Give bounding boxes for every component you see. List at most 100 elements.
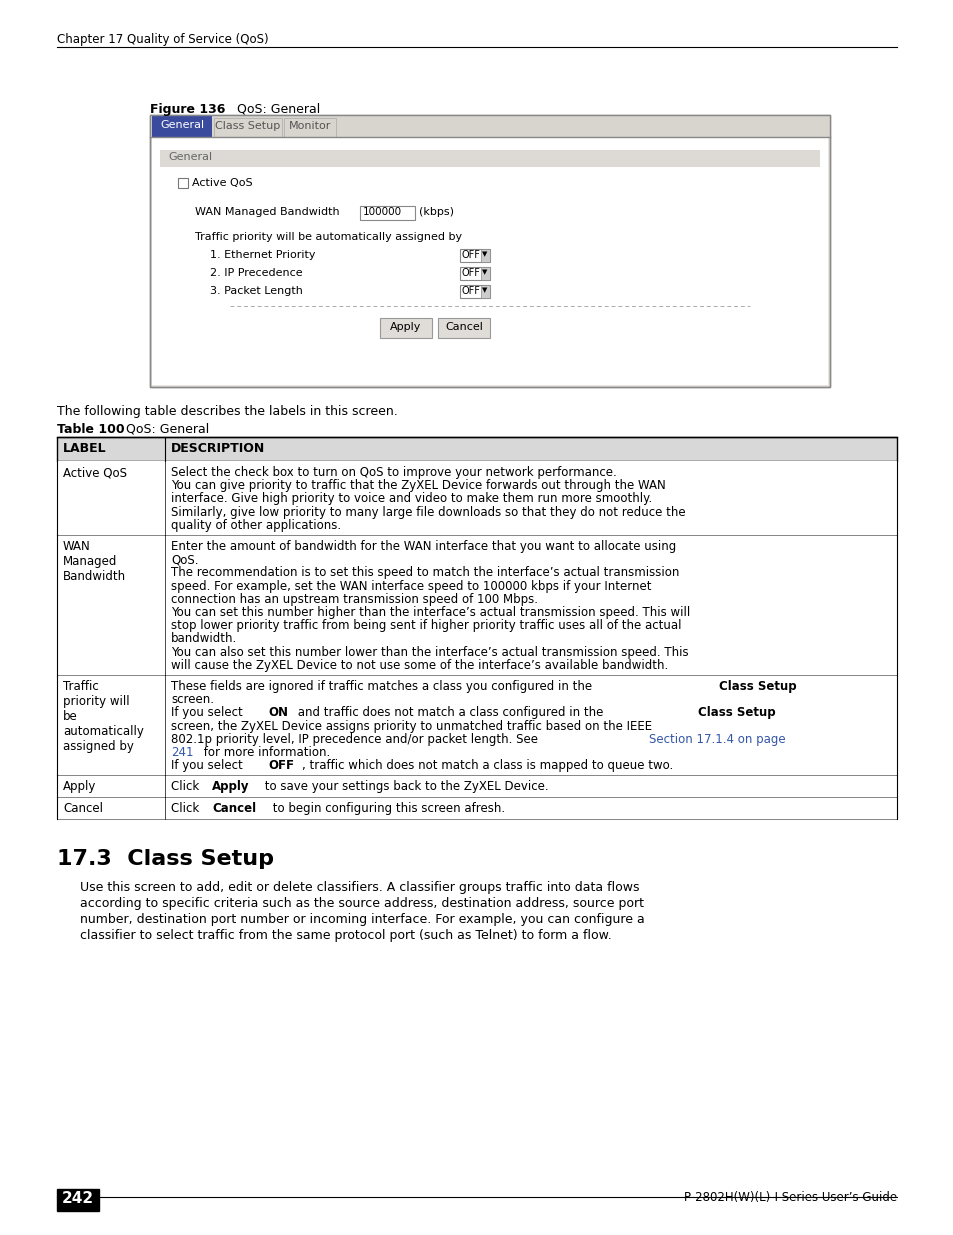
Text: connection has an upstream transmission speed of 100 Mbps.: connection has an upstream transmission …: [171, 593, 537, 606]
Text: Cancel: Cancel: [445, 322, 482, 332]
Text: OFF: OFF: [461, 287, 480, 296]
Bar: [480, 267, 490, 280]
Bar: [284, 119, 335, 137]
Bar: [57, 1189, 99, 1212]
Text: General: General: [168, 152, 212, 162]
Text: Click: Click: [171, 781, 203, 793]
Bar: [359, 206, 415, 220]
Text: Class Setup: Class Setup: [719, 680, 796, 693]
Text: P-2802H(W)(L)-I Series User’s Guide: P-2802H(W)(L)-I Series User’s Guide: [683, 1191, 896, 1204]
Text: Active QoS: Active QoS: [63, 466, 127, 479]
Bar: [152, 116, 212, 137]
Text: ON: ON: [268, 706, 288, 720]
Text: to save your settings back to the ZyXEL Device.: to save your settings back to the ZyXEL …: [260, 781, 548, 793]
Text: 3. Packet Length: 3. Packet Length: [210, 287, 302, 296]
Text: Section 17.1.4 on page: Section 17.1.4 on page: [649, 732, 785, 746]
Text: OFF: OFF: [461, 268, 480, 278]
Bar: [150, 115, 829, 387]
Text: QoS: General: QoS: General: [118, 424, 209, 436]
Text: according to specific criteria such as the source address, destination address, : according to specific criteria such as t…: [80, 898, 643, 910]
Text: Traffic
priority will
be
automatically
assigned by: Traffic priority will be automatically a…: [63, 680, 144, 753]
Text: will cause the ZyXEL Device to not use some of the interface’s available bandwid: will cause the ZyXEL Device to not use s…: [171, 658, 667, 672]
Text: screen, the ZyXEL Device assigns priority to unmatched traffic based on the IEEE: screen, the ZyXEL Device assigns priorit…: [171, 720, 652, 732]
Text: Apply: Apply: [213, 781, 250, 793]
Text: Cancel: Cancel: [213, 803, 256, 815]
Text: ▼: ▼: [481, 251, 487, 257]
Text: Class Setup: Class Setup: [698, 706, 775, 720]
Text: ▼: ▼: [481, 269, 487, 275]
Text: Traffic priority will be automatically assigned by: Traffic priority will be automatically a…: [194, 232, 461, 242]
Text: OFF: OFF: [268, 760, 294, 772]
Bar: [480, 249, 490, 262]
Text: WAN
Managed
Bandwidth: WAN Managed Bandwidth: [63, 540, 126, 583]
Bar: [459, 285, 490, 298]
Text: Active QoS: Active QoS: [192, 178, 253, 188]
Text: Table 100: Table 100: [57, 424, 125, 436]
Text: Enter the amount of bandwidth for the WAN interface that you want to allocate us: Enter the amount of bandwidth for the WA…: [171, 540, 676, 553]
Bar: [57, 437, 896, 461]
Text: General: General: [160, 120, 204, 130]
Text: Figure 136: Figure 136: [150, 103, 225, 116]
Text: 802.1p priority level, IP precedence and/or packet length. See: 802.1p priority level, IP precedence and…: [171, 732, 541, 746]
Text: Cancel: Cancel: [63, 803, 103, 815]
Bar: [57, 676, 896, 776]
Bar: [437, 317, 490, 338]
Text: , traffic which does not match a class is mapped to queue two.: , traffic which does not match a class i…: [302, 760, 673, 772]
Text: ▼: ▼: [481, 287, 487, 293]
Text: Similarly, give low priority to many large file downloads so that they do not re: Similarly, give low priority to many lar…: [171, 505, 685, 519]
Text: DESCRIPTION: DESCRIPTION: [171, 442, 265, 454]
Bar: [57, 461, 896, 535]
Text: 241: 241: [171, 746, 193, 760]
Text: The recommendation is to set this speed to match the interface’s actual transmis: The recommendation is to set this speed …: [171, 567, 679, 579]
Text: bandwidth.: bandwidth.: [171, 632, 237, 646]
Bar: [150, 115, 829, 387]
Text: 242: 242: [62, 1191, 94, 1207]
Text: 1. Ethernet Priority: 1. Ethernet Priority: [210, 249, 315, 261]
Text: You can also set this number lower than the interface’s actual transmission spee: You can also set this number lower than …: [171, 646, 688, 658]
Bar: [178, 178, 188, 188]
Text: Class Setup: Class Setup: [215, 121, 280, 131]
Text: You can set this number higher than the interface’s actual transmission speed. T: You can set this number higher than the …: [171, 606, 690, 619]
Bar: [150, 115, 829, 137]
Text: The following table describes the labels in this screen.: The following table describes the labels…: [57, 405, 397, 417]
Text: 100000: 100000: [363, 207, 402, 217]
Text: classifier to select traffic from the same protocol port (such as Telnet) to for: classifier to select traffic from the sa…: [80, 930, 611, 942]
Bar: [459, 249, 490, 262]
Text: Monitor: Monitor: [289, 121, 331, 131]
Text: If you select: If you select: [171, 706, 246, 720]
Text: speed. For example, set the WAN interface speed to 100000 kbps if your Internet: speed. For example, set the WAN interfac…: [171, 579, 651, 593]
Text: Click: Click: [171, 803, 203, 815]
Bar: [57, 535, 896, 676]
Bar: [152, 137, 827, 385]
Text: You can give priority to traffic that the ZyXEL Device forwards out through the : You can give priority to traffic that th…: [171, 479, 665, 493]
Text: to begin configuring this screen afresh.: to begin configuring this screen afresh.: [269, 803, 505, 815]
Text: Chapter 17 Quality of Service (QoS): Chapter 17 Quality of Service (QoS): [57, 33, 269, 46]
Bar: [57, 798, 896, 819]
Text: screen.: screen.: [171, 693, 213, 706]
Text: LABEL: LABEL: [63, 442, 107, 454]
Text: WAN Managed Bandwidth: WAN Managed Bandwidth: [194, 207, 339, 217]
Text: Apply: Apply: [390, 322, 421, 332]
Text: If you select: If you select: [171, 760, 246, 772]
Bar: [379, 317, 432, 338]
Text: Use this screen to add, edit or delete classifiers. A classifier groups traffic : Use this screen to add, edit or delete c…: [80, 882, 639, 894]
Text: number, destination port number or incoming interface. For example, you can conf: number, destination port number or incom…: [80, 914, 644, 926]
Text: Select the check box to turn on QoS to improve your network performance.: Select the check box to turn on QoS to i…: [171, 466, 616, 479]
Text: interface. Give high priority to voice and video to make them run more smoothly.: interface. Give high priority to voice a…: [171, 493, 652, 505]
Text: quality of other applications.: quality of other applications.: [171, 519, 341, 532]
Bar: [213, 119, 282, 137]
Text: stop lower priority traffic from being sent if higher priority traffic uses all : stop lower priority traffic from being s…: [171, 619, 680, 632]
Bar: [480, 285, 490, 298]
Bar: [160, 149, 820, 167]
Bar: [459, 267, 490, 280]
Text: OFF: OFF: [461, 249, 480, 261]
Bar: [57, 776, 896, 798]
Text: QoS.: QoS.: [171, 553, 198, 566]
Text: QoS: General: QoS: General: [225, 103, 320, 116]
Text: and traffic does not match a class configured in the: and traffic does not match a class confi…: [294, 706, 607, 720]
Text: 17.3  Class Setup: 17.3 Class Setup: [57, 850, 274, 869]
Text: for more information.: for more information.: [200, 746, 330, 760]
Text: Apply: Apply: [63, 781, 96, 793]
Text: These fields are ignored if traffic matches a class you configured in the: These fields are ignored if traffic matc…: [171, 680, 596, 693]
Text: (kbps): (kbps): [418, 207, 454, 217]
